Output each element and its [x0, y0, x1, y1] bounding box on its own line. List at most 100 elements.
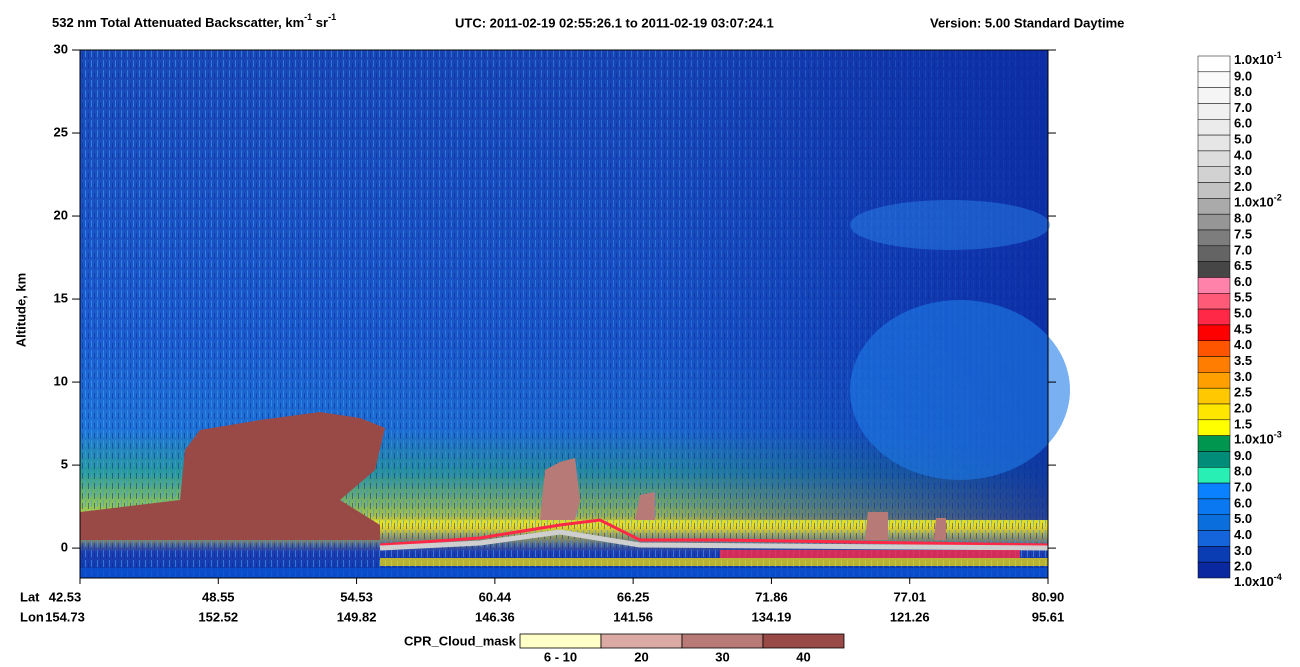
colorbar-label: 3.0 [1234, 163, 1252, 178]
plot-background [79, 49, 1070, 579]
cloud-mask-title: CPR_Cloud_mask [404, 633, 517, 648]
y-tick-label: 30 [54, 41, 68, 56]
colorbar-label: 5.0 [1234, 306, 1252, 321]
colorbar-label-mantissa: 1.0x10 [1234, 52, 1274, 67]
colorbar-label: 4.0 [1234, 337, 1252, 352]
colorbar-label: 1.5 [1234, 416, 1252, 431]
colorbar-label-mantissa: 1.0x10 [1234, 195, 1274, 210]
lat-tick-label: 77.01 [893, 589, 926, 604]
colorbar-label-exponent: -1 [1274, 50, 1282, 60]
colorbar-swatch [1197, 419, 1231, 436]
colorbar-label: 1.0x10-4 [1234, 572, 1282, 589]
colorbar-label: 6.0 [1234, 274, 1252, 289]
lon-tick-label: 121.26 [890, 609, 930, 624]
utc-range: UTC: 2011-02-19 02:55:26.1 to 2011-02-19… [455, 15, 774, 30]
colorbar-swatch [1197, 198, 1231, 215]
lat-tick-label: 60.44 [479, 589, 512, 604]
colorbar-swatch [1197, 324, 1231, 341]
colorbar-swatch [1197, 55, 1231, 73]
colorbar-swatch [1197, 87, 1231, 104]
colorbar-swatch [1197, 103, 1231, 120]
colorbar-swatch [1197, 467, 1231, 484]
colorbar-label: 4.5 [1234, 321, 1252, 336]
colorbar-swatch [1197, 182, 1231, 199]
colorbar-swatch [1197, 451, 1231, 468]
cloud-mask-label: 30 [715, 649, 729, 664]
colorbar-label: 9.0 [1234, 448, 1252, 463]
title-part: 532 nm Total Attenuated Backscatter, km [52, 15, 304, 30]
colorbar-swatch [1197, 277, 1231, 294]
colorbar-swatch [1197, 245, 1231, 262]
cloud-mask-label: 40 [796, 649, 810, 664]
colorbar-label: 6.0 [1234, 495, 1252, 510]
lat-tick-label: 48.55 [202, 589, 235, 604]
colorbar-label: 8.0 [1234, 211, 1252, 226]
colorbar-label: 6.0 [1234, 116, 1252, 131]
colorbar-label: 7.0 [1234, 242, 1252, 257]
colorbar-swatch [1197, 387, 1231, 405]
y-tick-label: 15 [54, 290, 68, 305]
colorbar-swatch [1197, 134, 1231, 152]
y-tick-label: 20 [54, 207, 68, 222]
colorbar-label-exponent: -3 [1274, 430, 1282, 440]
colorbar-label: 4.0 [1234, 147, 1252, 162]
cloud-mask-label: 20 [634, 649, 648, 664]
colorbar-label: 7.0 [1234, 480, 1252, 495]
colorbar-label: 9.0 [1234, 68, 1252, 83]
title-part: sr [312, 15, 328, 30]
chart-title: 532 nm Total Attenuated Backscatter, km-… [52, 12, 336, 30]
colorbar-label: 5.0 [1234, 132, 1252, 147]
colorbar-swatch [1197, 340, 1231, 357]
colorbar-label: 2.0 [1234, 559, 1252, 574]
cloud-mask-swatch [519, 633, 602, 649]
title-superscript: -1 [328, 12, 336, 22]
cloud-mask-label: 6 - 10 [544, 649, 577, 664]
colorbar-label: 6.5 [1234, 258, 1252, 273]
lat-tick-label: 80.90 [1032, 589, 1065, 604]
colorbar-label: 2.0 [1234, 400, 1252, 415]
colorbar-swatch [1197, 372, 1231, 389]
lat-tick-label: 71.86 [755, 589, 788, 604]
lon-label: Lon [20, 609, 44, 624]
colorbar-swatch [1197, 403, 1231, 421]
y-axis-title: Altitude, km [13, 273, 28, 347]
colorbar-label-mantissa: 1.0x10 [1234, 432, 1274, 447]
colorbar-label: 4.0 [1234, 527, 1252, 542]
colorbar-swatch [1197, 166, 1231, 183]
colorbar-label: 8.0 [1234, 464, 1252, 479]
colorbar-swatch [1197, 293, 1231, 310]
colorbar-swatch [1197, 150, 1231, 167]
colorbar-swatch [1197, 213, 1231, 231]
lon-tick-label: 146.36 [475, 609, 515, 624]
colorbar-label: 2.5 [1234, 385, 1252, 400]
colorbar-label: 5.0 [1234, 511, 1252, 526]
lat-tick-label: 42.53 [49, 589, 82, 604]
colorbar-label: 1.0x10-2 [1234, 193, 1282, 210]
colorbar-label: 3.5 [1234, 353, 1252, 368]
title-superscript: -1 [304, 12, 312, 22]
colorbar-swatch [1197, 498, 1231, 515]
cloud-mask-swatch [681, 633, 764, 649]
lat-tick-label: 54.53 [340, 589, 373, 604]
colorbar-swatch [1197, 546, 1231, 563]
colorbar-label: 5.5 [1234, 290, 1252, 305]
colorbar-label: 3.0 [1234, 543, 1252, 558]
colorbar-label-exponent: -4 [1274, 572, 1282, 582]
y-tick-label: 25 [54, 124, 68, 139]
colorbar-label-mantissa: 1.0x10 [1234, 574, 1274, 589]
colorbar-swatch [1197, 71, 1231, 88]
lon-tick-label: 134.19 [752, 609, 792, 624]
colorbar-swatch [1197, 261, 1231, 278]
colorbar-label: 3.0 [1234, 369, 1252, 384]
y-tick-label: 10 [54, 374, 68, 389]
lon-tick-label: 149.82 [337, 609, 377, 624]
colorbar-swatch [1197, 561, 1231, 579]
colorbar-label: 7.0 [1234, 100, 1252, 115]
y-tick-label: 0 [61, 540, 68, 555]
cloud-mask-swatch [600, 633, 683, 649]
lat-tick-label: 66.25 [617, 589, 650, 604]
colorbar-label: 7.5 [1234, 226, 1252, 241]
colorbar-label: 1.0x10-3 [1234, 430, 1282, 447]
colorbar-swatch [1197, 514, 1231, 531]
